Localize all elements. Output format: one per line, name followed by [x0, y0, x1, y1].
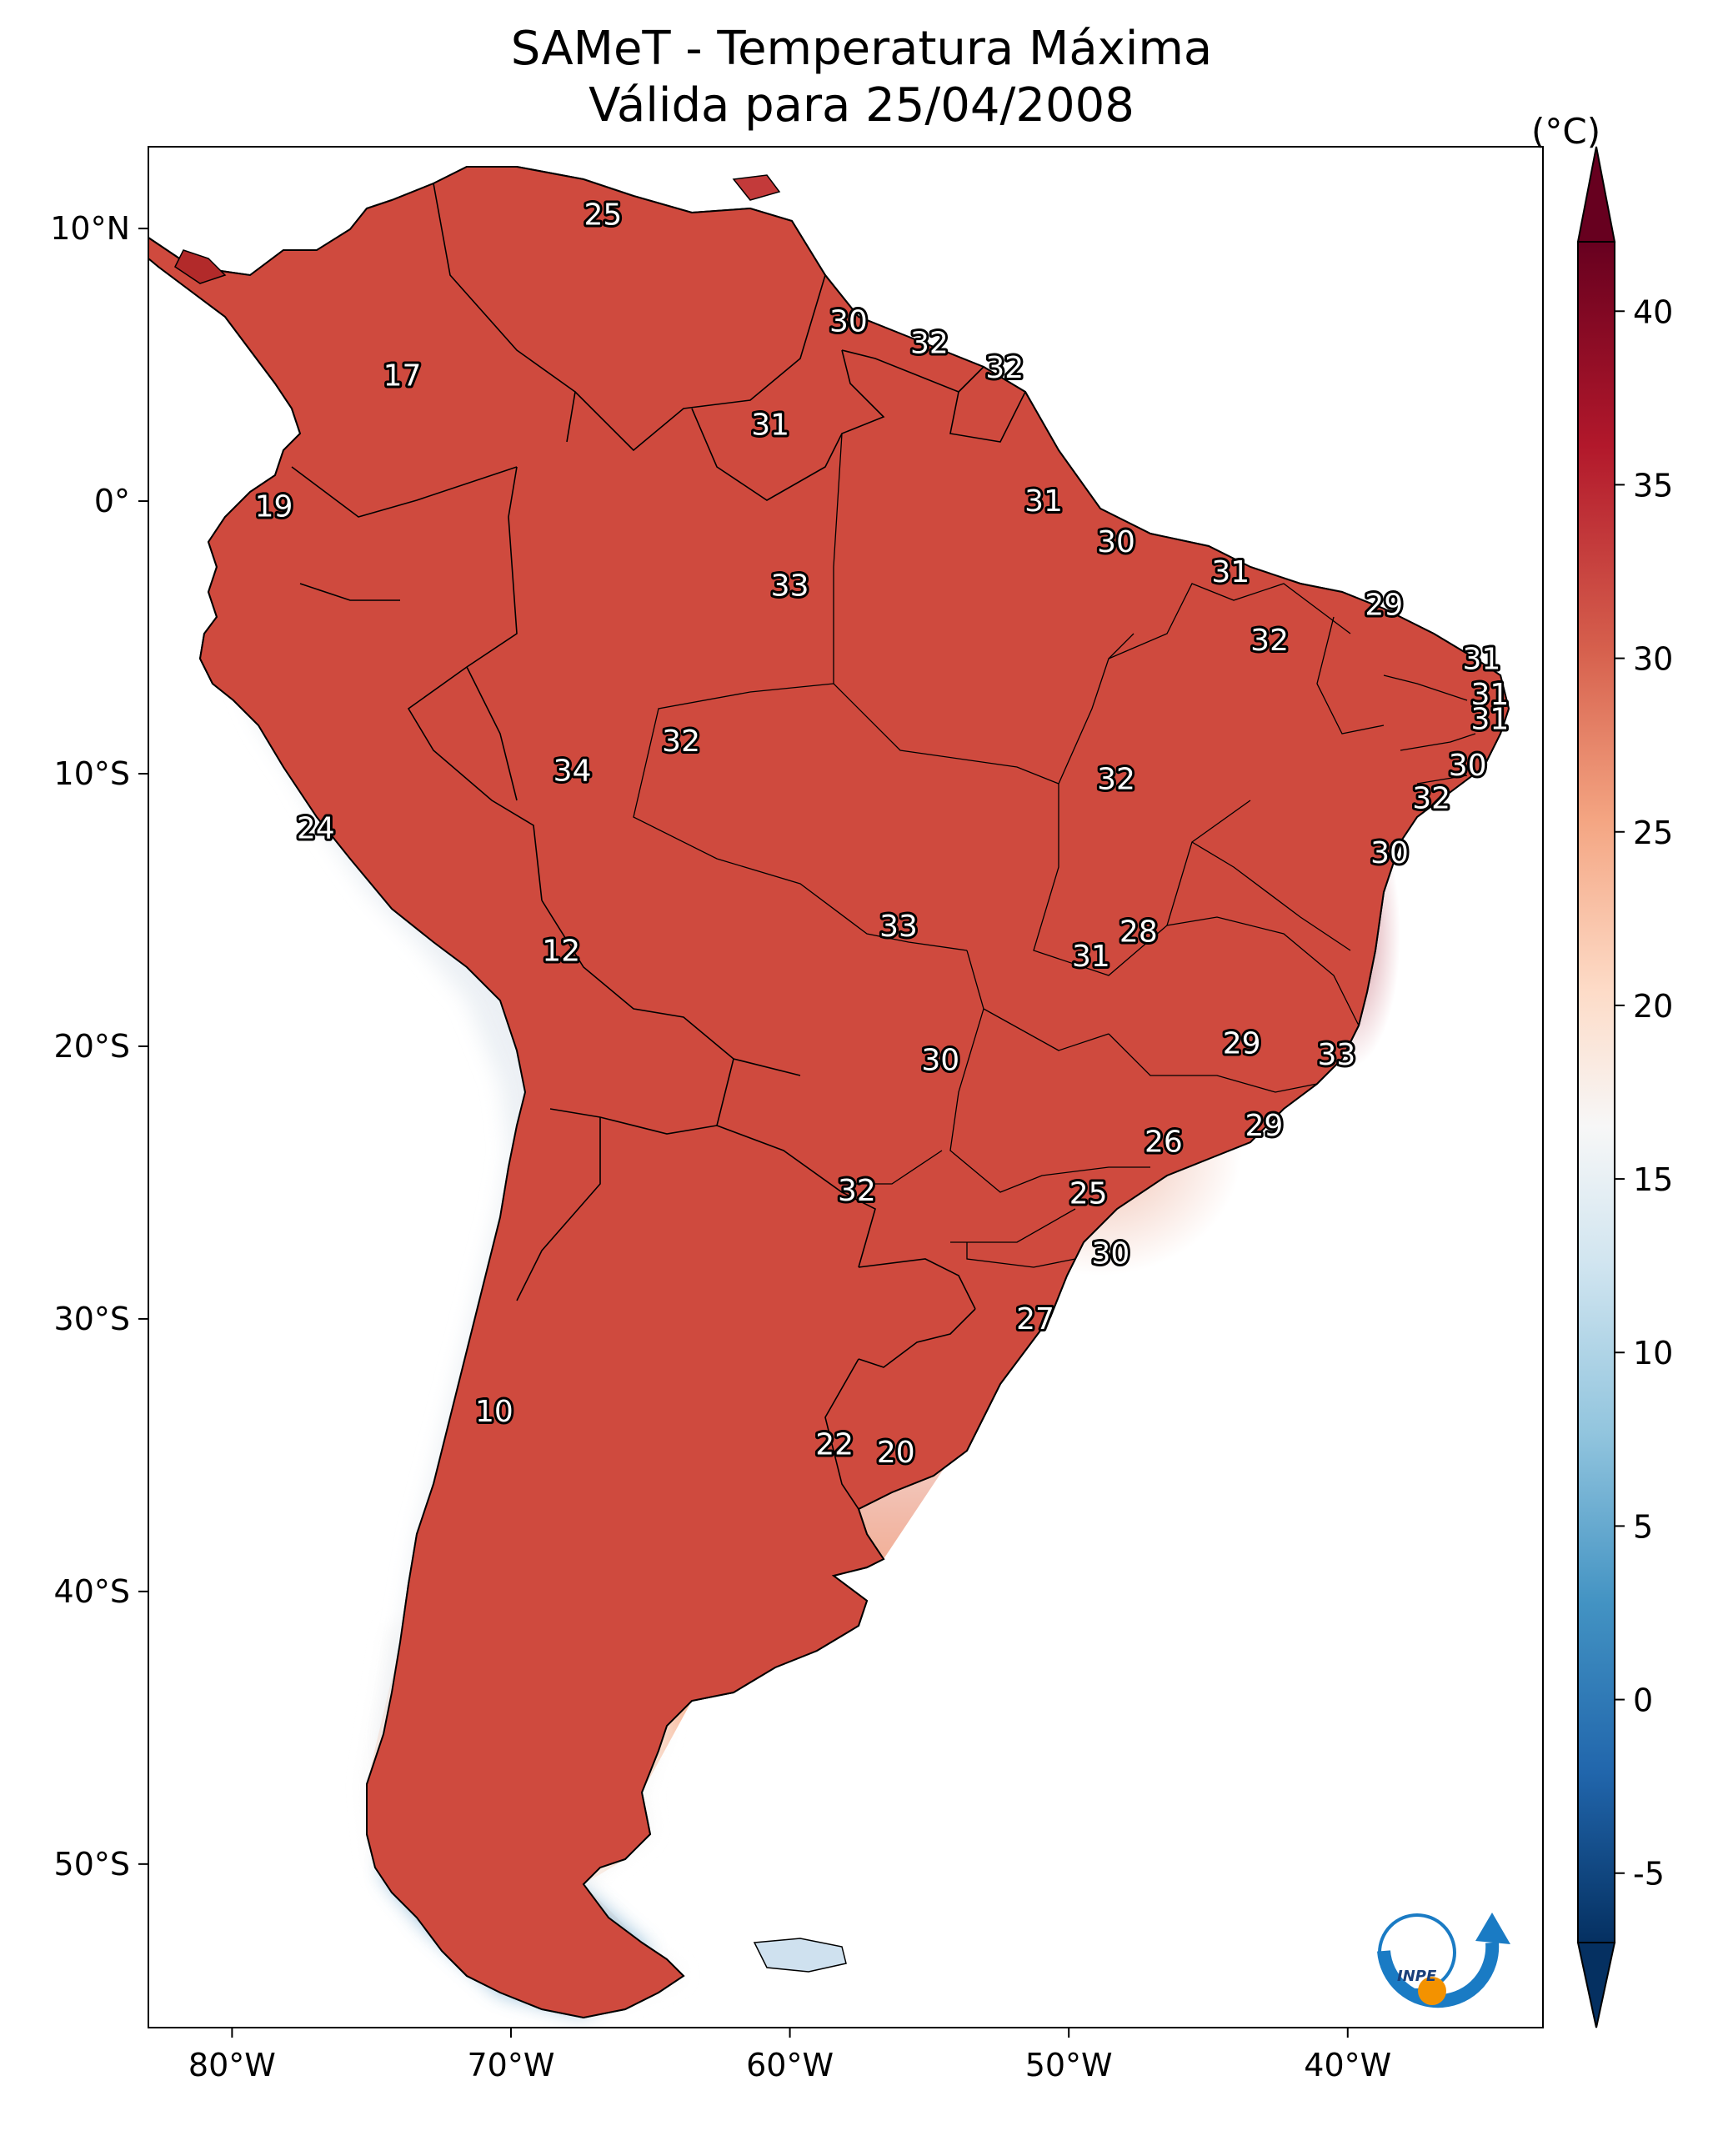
- station-value-label: 33: [879, 910, 918, 944]
- logo-text: INPE: [1397, 1968, 1437, 1985]
- map-title: SAMeT - Temperatura Máxima: [510, 22, 1213, 76]
- colorbar-unit: (°C): [1531, 111, 1600, 152]
- inpe-logo: INPE: [1377, 1913, 1510, 2008]
- station-value-label: 30: [1097, 525, 1135, 559]
- station-value-label: 30: [1091, 1236, 1129, 1271]
- station-value-label: 12: [542, 935, 580, 969]
- station-value-label: 34: [553, 755, 592, 789]
- colorbar-tick-label: 30: [1633, 641, 1673, 678]
- falkland-islands: [753, 1938, 847, 1973]
- station-value-label: 30: [921, 1043, 959, 1077]
- map-subtitle: Válida para 25/04/2008: [589, 78, 1134, 133]
- colorbar-tick-label: 15: [1633, 1161, 1673, 1198]
- colorbar-gradient: [1577, 241, 1615, 1943]
- lat-tick-label: 50°S: [54, 1846, 130, 1883]
- station-value-label: 29: [1245, 1109, 1283, 1143]
- station-value-label: 30: [829, 304, 868, 338]
- station-value-label: 32: [985, 351, 1024, 385]
- station-value-label: 32: [1097, 763, 1135, 797]
- lat-tick-label: 10°S: [54, 755, 130, 792]
- longitude-axis: 80°W 70°W 60°W 50°W 40°W: [188, 2028, 1391, 2083]
- country-borders: [291, 183, 1026, 1510]
- colorbar-ticks: 40 35 30 25 20 15 10 5 0 -5: [1615, 293, 1673, 1893]
- station-value-label: 31: [1462, 643, 1500, 677]
- station-value-label: 33: [1317, 1038, 1355, 1072]
- logo-arrow-icon: [1475, 1913, 1510, 1944]
- lat-tick-label: 0°: [94, 483, 130, 519]
- station-value-label: 31: [1211, 555, 1250, 589]
- station-value-label: 27: [1016, 1302, 1054, 1336]
- lat-tick-label: 40°S: [54, 1573, 130, 1610]
- logo-sun-icon: [1418, 1977, 1446, 2005]
- station-value-label: 22: [815, 1427, 854, 1462]
- station-value-label: 30: [1449, 749, 1487, 783]
- station-value-label: 31: [751, 408, 789, 442]
- station-value-label: 31: [1471, 678, 1510, 712]
- colorbar-tick-label: -5: [1633, 1856, 1665, 1893]
- lat-tick-label: 10°N: [50, 210, 130, 247]
- colorbar-min-extend: [1576, 1942, 1616, 2028]
- station-value-label: 32: [662, 725, 700, 759]
- station-value-label: 26: [1144, 1125, 1183, 1159]
- colorbar-tick-label: 20: [1633, 988, 1673, 1025]
- station-value-label: 17: [383, 359, 422, 394]
- colorbar-tick-label: 35: [1633, 467, 1673, 504]
- colorbar-tick-label: 0: [1633, 1682, 1653, 1719]
- station-value-label: 25: [1069, 1177, 1108, 1211]
- station-value-label: 33: [771, 569, 809, 603]
- lon-tick-label: 60°W: [746, 2047, 834, 2083]
- station-value-label: 31: [1024, 484, 1063, 519]
- station-value-label: 19: [255, 490, 293, 524]
- colorbar-tick-label: 10: [1633, 1335, 1673, 1371]
- colorbar-tick-label: 5: [1633, 1508, 1653, 1545]
- colorbar: 40 35 30 25 20 15 10 5 0 -5 (°C): [1531, 111, 1673, 2028]
- station-value-label: 29: [1365, 588, 1403, 622]
- colorbar-tick-label: 40: [1633, 293, 1673, 330]
- state-borders: [633, 433, 1476, 1268]
- lon-tick-label: 50°W: [1025, 2047, 1113, 2083]
- lat-tick-label: 30°S: [54, 1301, 130, 1337]
- land-layer: [148, 166, 1510, 2019]
- lat-tick-label: 20°S: [54, 1028, 130, 1065]
- station-value-label: 31: [1471, 703, 1510, 737]
- lon-tick-label: 80°W: [188, 2047, 276, 2083]
- station-value-label: 20: [877, 1436, 915, 1470]
- station-value-label: 32: [1250, 624, 1289, 658]
- station-value-label: 32: [838, 1174, 876, 1208]
- station-value-label: 31: [1072, 940, 1110, 974]
- station-value-label: 10: [475, 1395, 513, 1429]
- lon-tick-label: 40°W: [1304, 2047, 1391, 2083]
- colorbar-tick-label: 25: [1633, 815, 1673, 851]
- latitude-axis: 10°N 0° 10°S 20°S 30°S 40°S 50°S: [50, 210, 148, 1883]
- station-value-label: 29: [1223, 1027, 1261, 1061]
- station-value-label: 28: [1119, 915, 1158, 950]
- lon-tick-label: 70°W: [468, 2047, 555, 2083]
- station-value-label: 25: [584, 198, 622, 233]
- station-value-label: 32: [910, 326, 949, 360]
- colorbar-max-extend: [1576, 146, 1616, 243]
- station-value-label: 30: [1370, 836, 1409, 870]
- station-value-label: 32: [1412, 781, 1450, 815]
- station-value-label: 24: [297, 811, 335, 845]
